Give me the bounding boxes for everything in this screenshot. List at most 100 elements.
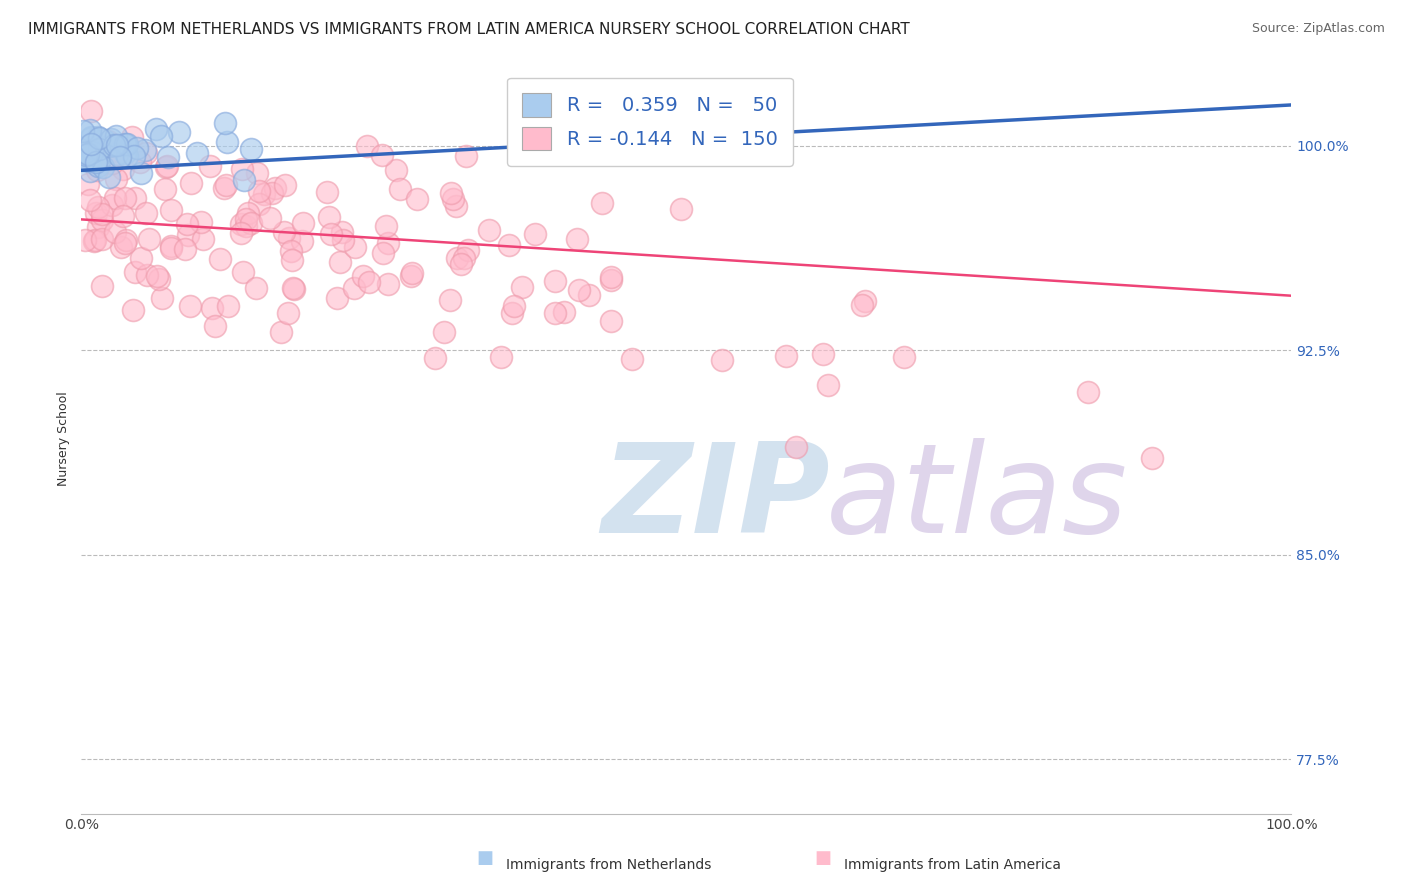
Point: [441, 192, 464, 206]
Point: [523, 227, 546, 241]
Point: [357, 275, 380, 289]
Point: [122, 149, 145, 163]
Point: [406, 193, 429, 207]
Point: [115, 233, 138, 247]
Point: [373, 245, 395, 260]
Point: [128, 154, 150, 169]
Point: [201, 301, 224, 315]
Point: [240, 216, 263, 230]
Point: [110, 240, 132, 254]
Point: [621, 352, 644, 367]
Point: [356, 138, 378, 153]
Point: [93, 133, 115, 147]
Point: [101, 198, 124, 212]
Point: [131, 252, 153, 266]
Point: [247, 184, 270, 198]
Text: atlas: atlas: [825, 438, 1128, 559]
Point: [129, 166, 152, 180]
Point: [127, 140, 149, 154]
Point: [86, 163, 108, 178]
Point: [444, 198, 467, 212]
Point: [72, 140, 94, 154]
Point: [190, 214, 212, 228]
Point: [148, 272, 170, 286]
Point: [775, 349, 797, 363]
Text: IMMIGRANTS FROM NETHERLANDS VS IMMIGRANTS FROM LATIN AMERICA NURSERY SCHOOL CORR: IMMIGRANTS FROM NETHERLANDS VS IMMIGRANT…: [28, 22, 910, 37]
Point: [214, 116, 236, 130]
Point: [160, 239, 183, 253]
Point: [318, 210, 340, 224]
Point: [498, 238, 520, 252]
Point: [145, 122, 167, 136]
Point: [193, 232, 215, 246]
Point: [150, 129, 173, 144]
Point: [377, 277, 399, 292]
Point: [73, 150, 96, 164]
Point: [186, 146, 208, 161]
Point: [87, 155, 110, 169]
Point: [180, 176, 202, 190]
Point: [1140, 450, 1163, 465]
Point: [710, 353, 733, 368]
Point: [100, 132, 122, 146]
Point: [600, 273, 623, 287]
Point: [280, 252, 302, 267]
Point: [114, 137, 136, 152]
Point: [80, 104, 103, 119]
Point: [114, 146, 136, 161]
Point: [277, 231, 299, 245]
Point: [277, 306, 299, 320]
Point: [423, 351, 446, 365]
Point: [374, 219, 396, 233]
Point: [72, 153, 94, 167]
Point: [326, 291, 349, 305]
Point: [235, 219, 257, 233]
Point: [489, 350, 512, 364]
Point: [553, 305, 575, 319]
Point: [817, 378, 839, 392]
Point: [173, 242, 195, 256]
Point: [124, 265, 146, 279]
Point: [669, 202, 692, 216]
Text: ■: ■: [814, 849, 831, 867]
Point: [80, 131, 103, 145]
Point: [87, 157, 110, 171]
Point: [97, 138, 120, 153]
Point: [80, 136, 103, 151]
Point: [453, 251, 475, 265]
Point: [544, 306, 567, 320]
Point: [93, 160, 115, 174]
Point: [229, 227, 252, 241]
Point: [104, 225, 127, 239]
Point: [179, 299, 201, 313]
Point: [439, 293, 461, 307]
Point: [97, 134, 120, 148]
Point: [457, 244, 479, 258]
Point: [89, 131, 111, 145]
Point: [105, 138, 128, 153]
Point: [87, 159, 110, 173]
Point: [440, 186, 463, 200]
Point: [853, 294, 876, 309]
Point: [112, 162, 135, 177]
Point: [330, 225, 353, 239]
Text: Immigrants from Netherlands: Immigrants from Netherlands: [506, 858, 711, 872]
Point: [101, 156, 124, 170]
Point: [433, 325, 456, 339]
Point: [114, 191, 136, 205]
Point: [91, 278, 114, 293]
Point: [260, 186, 283, 200]
Point: [79, 193, 101, 207]
Point: [510, 280, 533, 294]
Point: [290, 234, 312, 248]
Point: [785, 440, 807, 454]
Point: [231, 161, 253, 176]
Text: ■: ■: [477, 849, 494, 867]
Point: [401, 266, 423, 280]
Point: [177, 227, 200, 242]
Point: [135, 146, 157, 161]
Point: [599, 270, 621, 285]
Point: [176, 217, 198, 231]
Point: [108, 150, 131, 164]
Point: [121, 302, 143, 317]
